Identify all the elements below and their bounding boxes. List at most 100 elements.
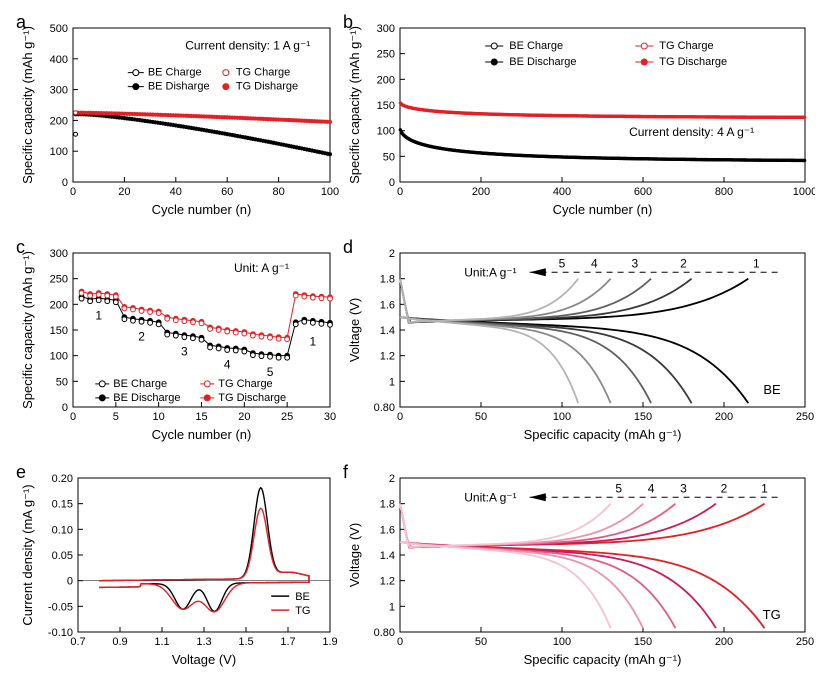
svg-text:Specific capacity (mAh g⁻¹): Specific capacity (mAh g⁻¹) — [20, 26, 35, 184]
figure-root: a 0204060801000100200300400500Cycle numb… — [0, 0, 830, 698]
svg-text:200: 200 — [472, 186, 490, 198]
svg-text:1: 1 — [761, 481, 768, 495]
svg-text:15: 15 — [195, 411, 207, 423]
svg-text:200: 200 — [50, 115, 68, 127]
svg-text:TG Charge: TG Charge — [236, 67, 290, 79]
svg-text:BE: BE — [763, 382, 781, 397]
svg-text:Cycle number (n): Cycle number (n) — [553, 202, 653, 217]
svg-text:2: 2 — [680, 256, 687, 270]
svg-text:1.1: 1.1 — [154, 636, 169, 648]
svg-text:Unit:A g⁻¹: Unit:A g⁻¹ — [464, 490, 516, 504]
svg-text:50: 50 — [56, 376, 68, 388]
svg-text:TG Discharge: TG Discharge — [218, 392, 286, 404]
svg-text:1.8: 1.8 — [380, 499, 395, 511]
svg-text:0: 0 — [397, 186, 403, 198]
svg-text:50: 50 — [383, 151, 395, 163]
svg-text:250: 250 — [796, 636, 814, 648]
svg-text:Specific capacity (mAh g⁻¹): Specific capacity (mAh g⁻¹) — [524, 652, 682, 667]
svg-text:0: 0 — [70, 186, 76, 198]
svg-text:20: 20 — [118, 186, 130, 198]
panel-b: b 02004006008001000050100150200250300Cyc… — [345, 20, 815, 218]
svg-text:100: 100 — [50, 146, 68, 158]
svg-text:0.20: 0.20 — [52, 473, 73, 485]
svg-text:400: 400 — [553, 186, 571, 198]
svg-text:200: 200 — [715, 411, 733, 423]
svg-text:Cycle number (n): Cycle number (n) — [152, 202, 252, 217]
svg-text:1.3: 1.3 — [196, 636, 211, 648]
svg-text:200: 200 — [715, 636, 733, 648]
svg-text:Voltage (V): Voltage (V) — [347, 523, 362, 587]
svg-text:Specific capacity (mAh g⁻¹): Specific capacity (mAh g⁻¹) — [524, 427, 682, 442]
svg-text:1: 1 — [389, 601, 395, 613]
svg-text:0.10: 0.10 — [52, 524, 73, 536]
svg-text:1: 1 — [95, 309, 102, 323]
svg-text:800: 800 — [715, 186, 733, 198]
svg-text:1.6: 1.6 — [380, 524, 395, 536]
svg-text:BE Disharge: BE Disharge — [148, 81, 210, 93]
svg-text:400: 400 — [50, 54, 68, 66]
svg-text:300: 300 — [50, 248, 68, 260]
svg-text:TG Discharge: TG Discharge — [659, 56, 727, 68]
svg-text:BE Charge: BE Charge — [509, 40, 563, 52]
svg-text:250: 250 — [50, 274, 68, 286]
svg-text:TG: TG — [763, 607, 781, 622]
svg-text:100: 100 — [553, 636, 571, 648]
svg-text:50: 50 — [475, 636, 487, 648]
svg-text:2: 2 — [389, 473, 395, 485]
svg-text:300: 300 — [50, 85, 68, 97]
svg-text:50: 50 — [475, 411, 487, 423]
svg-text:Current density: 1 A g⁻¹: Current density: 1 A g⁻¹ — [185, 39, 310, 53]
svg-text:1.6: 1.6 — [380, 299, 395, 311]
svg-text:1.7: 1.7 — [280, 636, 295, 648]
svg-text:1.4: 1.4 — [380, 325, 395, 337]
svg-text:1: 1 — [310, 334, 317, 348]
svg-text:BE Discharge: BE Discharge — [113, 392, 180, 404]
svg-text:5: 5 — [559, 256, 566, 270]
svg-text:200: 200 — [50, 299, 68, 311]
svg-text:150: 150 — [50, 325, 68, 337]
svg-text:10: 10 — [153, 411, 165, 423]
svg-text:Unit:A g⁻¹: Unit:A g⁻¹ — [464, 265, 516, 279]
svg-text:4: 4 — [224, 358, 231, 372]
svg-text:Specific capacity (mAh g⁻¹): Specific capacity (mAh g⁻¹) — [20, 251, 35, 409]
svg-text:60: 60 — [221, 186, 233, 198]
svg-text:250: 250 — [796, 411, 814, 423]
svg-text:100: 100 — [50, 351, 68, 363]
svg-text:1000: 1000 — [793, 186, 815, 198]
svg-text:150: 150 — [377, 100, 395, 112]
svg-text:Specific capacity (mAh g⁻¹): Specific capacity (mAh g⁻¹) — [347, 26, 362, 184]
svg-text:1.9: 1.9 — [322, 636, 337, 648]
svg-text:40: 40 — [170, 186, 182, 198]
panel-d: d 0501001502002500.8011.21.41.61.82Speci… — [345, 245, 815, 443]
svg-text:500: 500 — [50, 23, 68, 35]
svg-text:3: 3 — [181, 345, 188, 359]
panel-f: f 0501001502002500.8011.21.41.61.82Speci… — [345, 470, 815, 668]
svg-text:150: 150 — [634, 636, 652, 648]
svg-text:100: 100 — [321, 186, 339, 198]
svg-text:1.2: 1.2 — [380, 351, 395, 363]
svg-text:BE Discharge: BE Discharge — [509, 56, 576, 68]
panel-c: c 051015202530050100150200250300Cycle nu… — [18, 245, 340, 443]
svg-text:1: 1 — [753, 256, 760, 270]
svg-text:1.4: 1.4 — [380, 550, 395, 562]
svg-text:TG Disharge: TG Disharge — [236, 81, 298, 93]
svg-text:-0.05: -0.05 — [48, 601, 73, 613]
svg-text:1.2: 1.2 — [380, 576, 395, 588]
svg-text:Current density: 4 A g⁻¹: Current density: 4 A g⁻¹ — [629, 125, 754, 139]
svg-text:2: 2 — [138, 329, 145, 343]
panel-a: a 0204060801000100200300400500Cycle numb… — [18, 20, 340, 218]
svg-text:0.80: 0.80 — [374, 627, 395, 639]
svg-text:600: 600 — [634, 186, 652, 198]
panel-e-svg: 0.70.91.11.31.51.71.9-0.10-0.0500.050.10… — [18, 470, 340, 668]
svg-text:-0.10: -0.10 — [48, 627, 73, 639]
svg-text:1: 1 — [389, 376, 395, 388]
panel-e: e 0.70.91.11.31.51.71.9-0.10-0.0500.050.… — [18, 470, 340, 668]
svg-text:0.15: 0.15 — [52, 499, 73, 511]
svg-text:300: 300 — [377, 23, 395, 35]
svg-text:Unit: A g⁻¹: Unit: A g⁻¹ — [234, 261, 289, 275]
svg-text:0.05: 0.05 — [52, 550, 73, 562]
svg-text:0.9: 0.9 — [112, 636, 127, 648]
svg-text:4: 4 — [591, 256, 598, 270]
panel-d-svg: 0501001502002500.8011.21.41.61.82Specifi… — [345, 245, 815, 443]
svg-text:Voltage (V): Voltage (V) — [172, 652, 236, 667]
